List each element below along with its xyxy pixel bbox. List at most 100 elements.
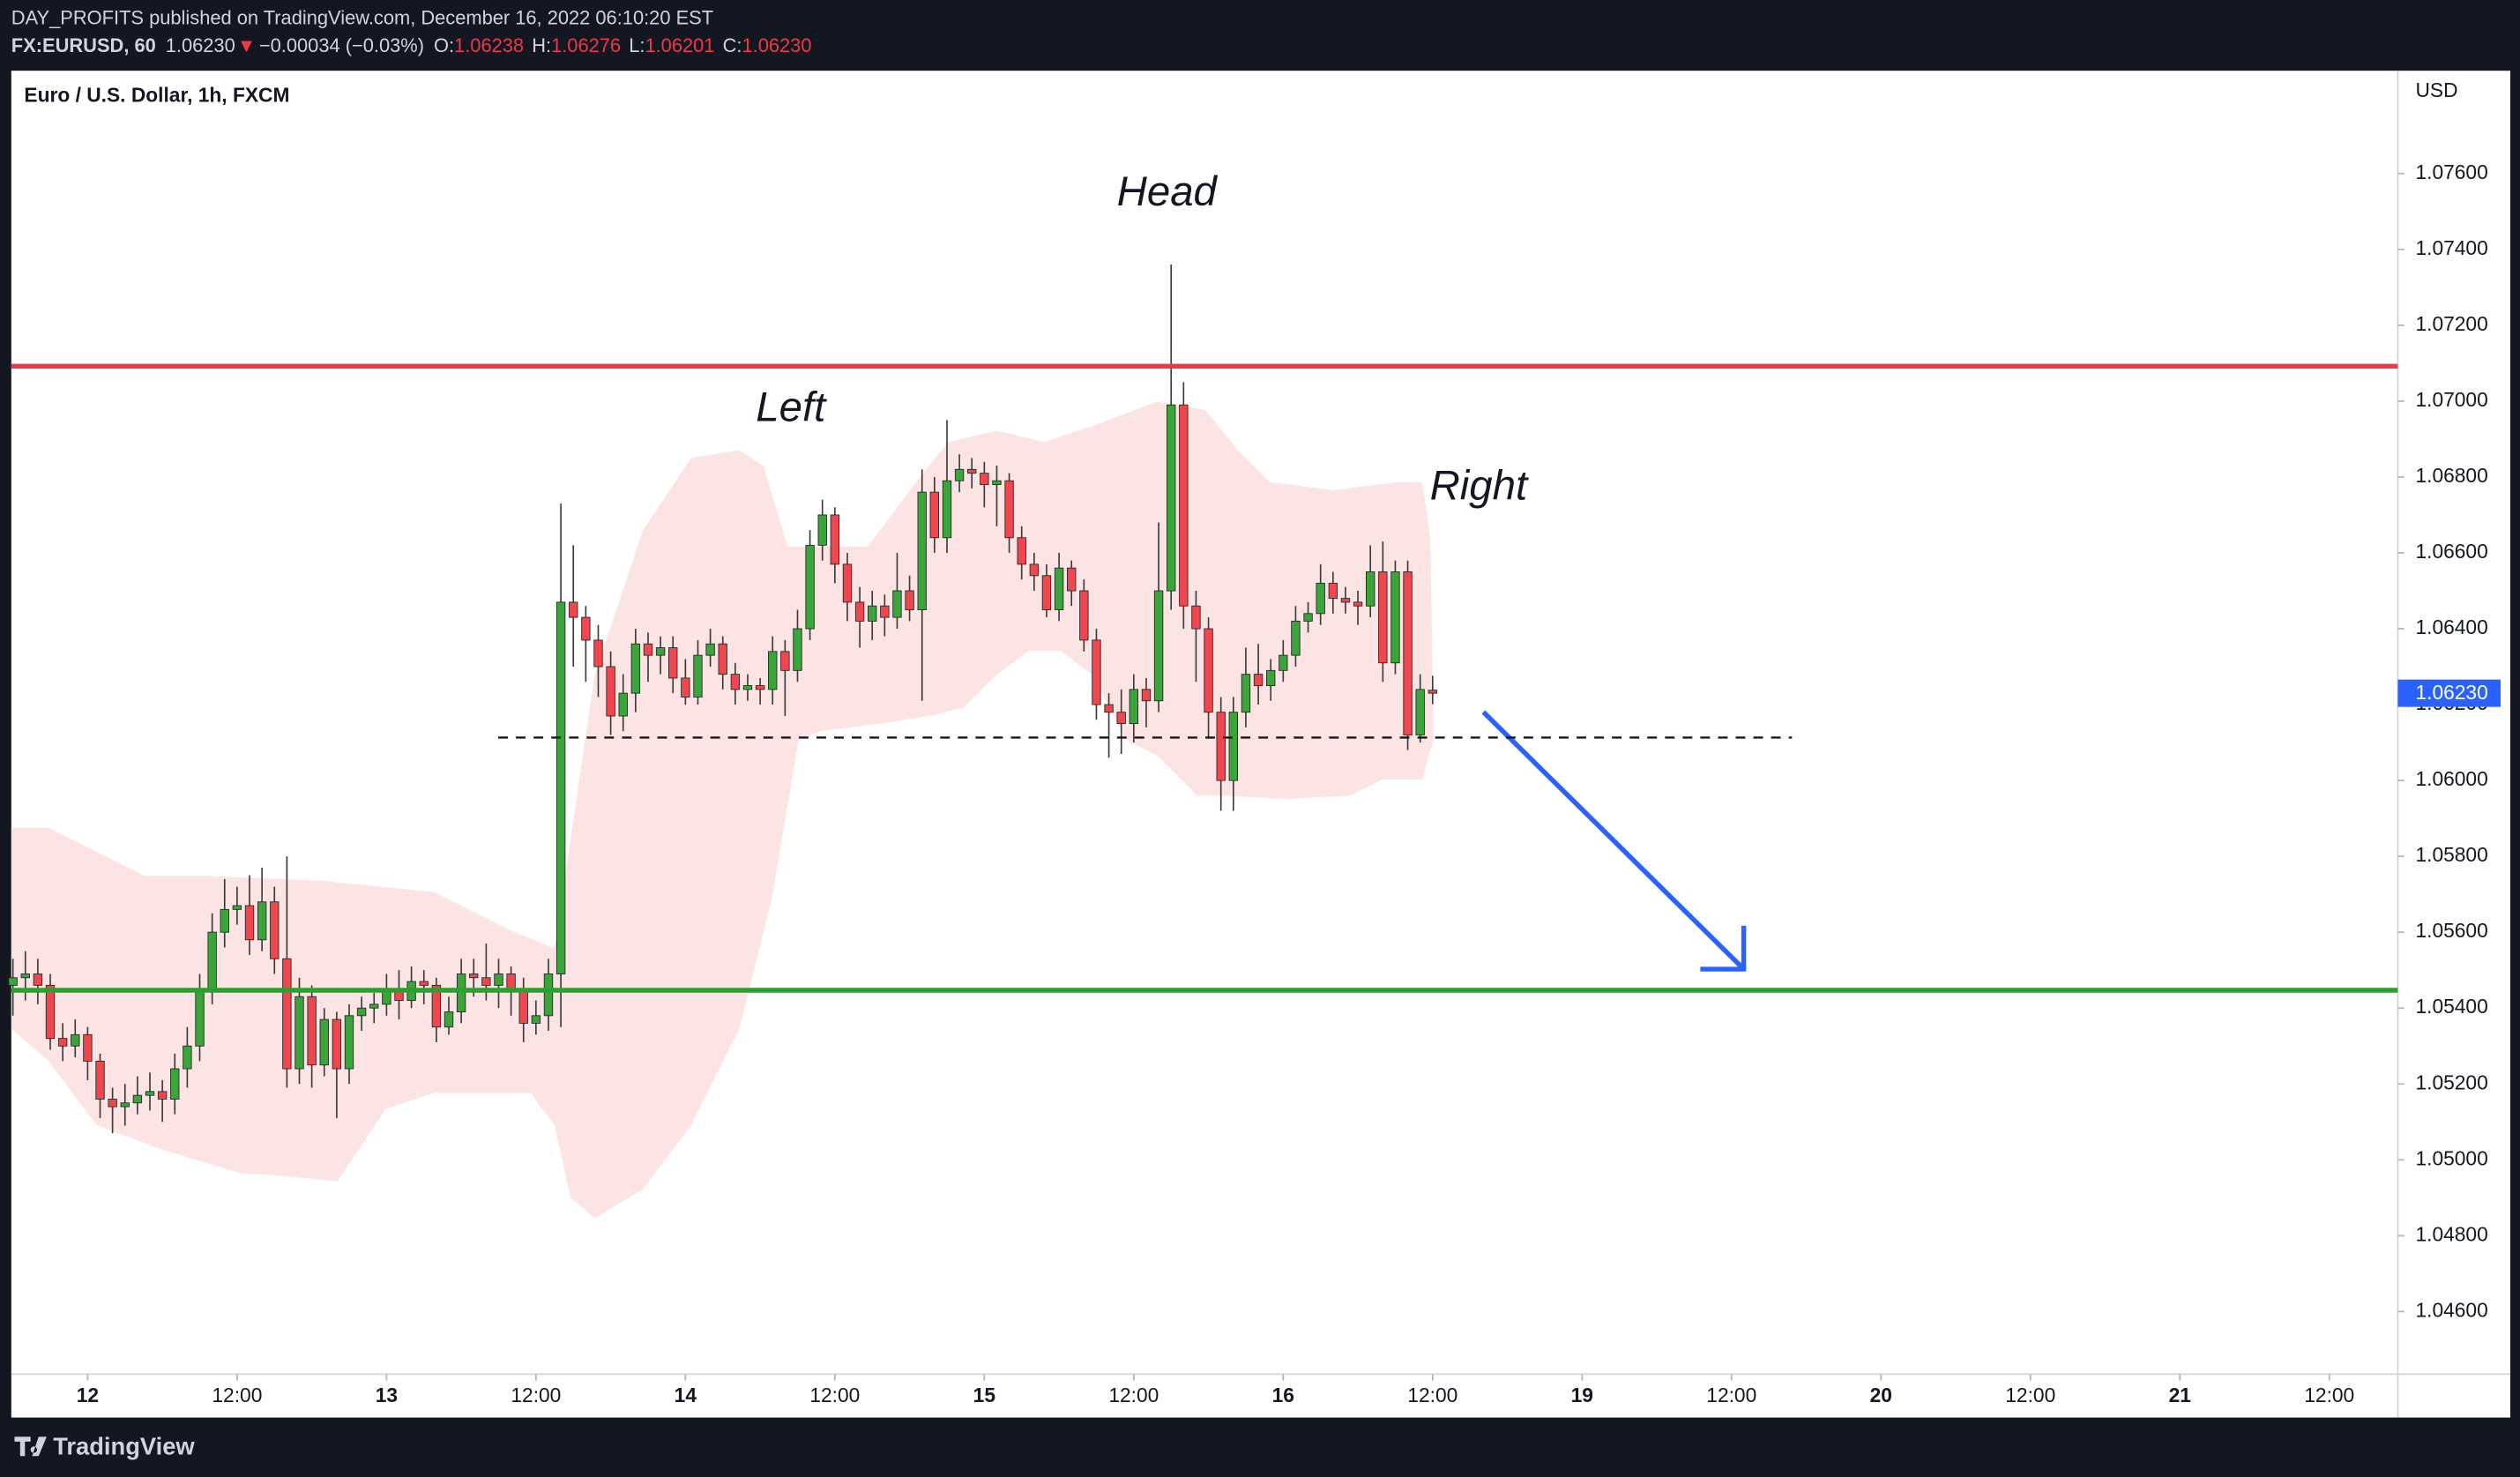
candle-body <box>456 973 466 1012</box>
candle-body <box>1104 704 1114 713</box>
projection-arrow <box>1481 710 1744 970</box>
candle-body <box>1390 571 1400 664</box>
candle-body <box>742 685 753 690</box>
x-tick-label: 12:00 <box>511 1384 561 1406</box>
candle-body <box>917 491 927 610</box>
y-tick-label: 1.07000 <box>2415 388 2487 411</box>
candle-body <box>543 973 554 1017</box>
x-tick-label: 12:00 <box>212 1384 262 1406</box>
y-tick-label: 1.06000 <box>2415 767 2487 790</box>
candle-body <box>630 643 641 694</box>
candle-body <box>71 1033 80 1047</box>
candle-body <box>1253 674 1264 687</box>
candle-body <box>606 666 615 717</box>
candle-body <box>506 973 516 990</box>
candle-body <box>270 901 280 959</box>
candle-body <box>1029 563 1040 577</box>
x-tick-label: 12:00 <box>1407 1384 1458 1406</box>
candle-body <box>768 651 778 690</box>
candle-body <box>1167 404 1176 592</box>
candle-body <box>805 544 815 630</box>
y-tick-label: 1.06600 <box>2415 540 2487 563</box>
y-axis-label: USD <box>2415 78 2457 101</box>
x-tick-label: 12:00 <box>1706 1384 1756 1406</box>
candle-body <box>95 1060 105 1100</box>
candle-body <box>1092 639 1101 705</box>
candle-body <box>967 468 977 474</box>
candle-body <box>83 1033 93 1062</box>
candle-body <box>681 677 690 697</box>
candle-body <box>183 1045 192 1070</box>
y-tick-label: 1.05200 <box>2415 1070 2487 1093</box>
x-tick-label: 16 <box>1272 1384 1294 1406</box>
candle-body <box>1054 567 1064 610</box>
candle-body <box>1415 689 1425 735</box>
candle-body <box>1340 598 1351 603</box>
candle-body <box>954 468 965 481</box>
candle-body <box>57 1038 68 1047</box>
candle-body <box>655 647 666 656</box>
candle-body <box>481 977 491 986</box>
x-tick-label: 12:00 <box>809 1384 860 1406</box>
candle-body <box>892 590 902 618</box>
candle-body <box>294 996 304 1070</box>
candle-body <box>581 616 591 641</box>
candle-body <box>1428 690 1437 694</box>
last-price: 1.06230 <box>166 34 235 56</box>
candle-body <box>132 1094 143 1104</box>
candle-body <box>108 1099 117 1108</box>
last-price-box <box>2397 679 2501 707</box>
x-tick-label: 12 <box>77 1384 99 1406</box>
annotation: Head <box>1117 168 1219 215</box>
candle-body <box>1378 571 1388 664</box>
candle-body <box>1067 567 1077 592</box>
candle-body <box>1216 712 1226 781</box>
candle-body <box>1316 582 1325 615</box>
chart-title: Euro / U.S. Dollar, 1h, FXCM <box>24 83 289 106</box>
candle-body <box>1041 575 1052 610</box>
plot <box>8 265 1437 1219</box>
candle-body <box>1191 605 1201 630</box>
y-tick-label: 1.07400 <box>2415 236 2487 259</box>
candle-body <box>980 473 989 485</box>
y-tick-label: 1.05400 <box>2415 995 2487 1018</box>
candle-body <box>755 685 765 690</box>
x-tick-label: 12:00 <box>2304 1384 2354 1406</box>
x-tick-label: 21 <box>2169 1384 2192 1406</box>
candle-body <box>1079 590 1089 641</box>
low-label: L: <box>629 34 645 56</box>
open-label: O: <box>434 34 454 56</box>
candle-body <box>319 1018 329 1066</box>
candle-body <box>693 654 703 697</box>
annotation: Right <box>1430 463 1529 510</box>
candle-body <box>244 905 255 941</box>
candle-body <box>593 639 603 668</box>
candle-body <box>942 480 952 539</box>
symbol: FX:EURUSD, 60 <box>11 34 156 56</box>
x-tick-label: 12:00 <box>1108 1384 1159 1406</box>
candle-body <box>854 601 865 622</box>
candle-body <box>1153 590 1164 702</box>
x-tick-label: 13 <box>376 1384 398 1406</box>
change-arrow: ▼ <box>237 34 257 56</box>
close-value: 1.06230 <box>742 34 811 56</box>
y-tick-label: 1.04600 <box>2415 1298 2487 1321</box>
last-price-label: 1.06230 <box>2415 681 2487 704</box>
candle-body <box>207 931 217 990</box>
candle-body <box>8 977 18 986</box>
candle-body <box>45 984 56 1040</box>
candle-body <box>1265 669 1276 687</box>
y-tick-label: 1.07200 <box>2415 312 2487 335</box>
candle-body <box>1291 620 1301 656</box>
candle-body <box>668 647 678 679</box>
logo: TradingView <box>53 1432 195 1459</box>
candle-body <box>469 973 479 979</box>
candle-body <box>992 480 1002 485</box>
candle-body <box>431 984 442 1028</box>
candle-body <box>1004 480 1014 539</box>
candle-body <box>718 643 727 675</box>
candle-body <box>157 1091 168 1100</box>
candle-body <box>1129 689 1139 725</box>
